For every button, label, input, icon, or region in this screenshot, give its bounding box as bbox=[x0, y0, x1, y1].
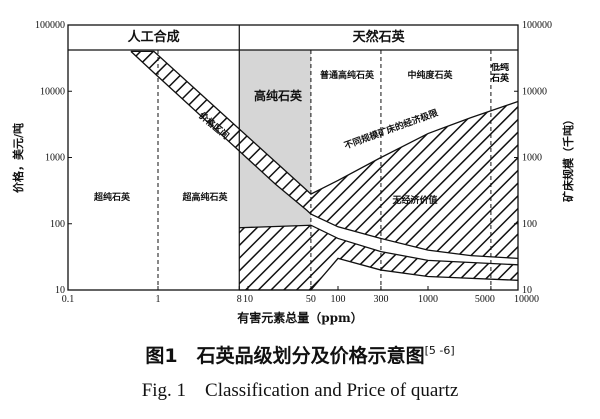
region-label-box: 低纯石英 bbox=[490, 63, 509, 84]
y-tick-label: 10 bbox=[55, 285, 65, 296]
header-label: 天然石英 bbox=[353, 29, 406, 45]
y-tick-label: 10000 bbox=[40, 86, 65, 97]
y-tick-label: 100000 bbox=[35, 20, 65, 31]
x-tick-label: 10000 bbox=[514, 294, 539, 305]
annotation: 无经济价值 bbox=[391, 194, 437, 206]
region-label: 低纯石英 bbox=[490, 63, 509, 84]
x-tick-label: 100 bbox=[331, 294, 346, 305]
caption-text: 图1 石英品级划分及价格示意图 bbox=[145, 344, 424, 367]
hatched-area bbox=[130, 51, 519, 259]
x-tick-label: 1000 bbox=[418, 294, 438, 305]
band-edge bbox=[130, 50, 519, 195]
caption: 图1 石英品级划分及价格示意图[5 -6] bbox=[145, 344, 454, 367]
region-label: 高纯石英 bbox=[254, 88, 303, 103]
region-label: 中纯度石英 bbox=[407, 69, 453, 81]
x-axis-label: 有害元素总量（ppm） bbox=[237, 310, 362, 325]
x-tick-label: 50 bbox=[306, 294, 316, 305]
y2-tick-label: 10 bbox=[522, 285, 532, 296]
y2-tick-label: 100 bbox=[522, 219, 537, 230]
region-label: 超纯石英 bbox=[93, 191, 131, 203]
hatched-area bbox=[239, 225, 519, 290]
x-tick-label: 1 bbox=[156, 294, 161, 305]
x-tick-label: 5000 bbox=[475, 294, 495, 305]
x-tick-label: 10 bbox=[243, 294, 253, 305]
caption-en: Fig. 1 Classification and Price of quart… bbox=[142, 380, 459, 401]
header-label: 人工合成 bbox=[128, 29, 180, 45]
y-axis-label: 价格，美元/吨 bbox=[11, 123, 25, 193]
band-edge bbox=[239, 224, 519, 266]
y2-axis-label: 矿床规模（千吨） bbox=[561, 114, 575, 202]
y2-tick-label: 10000 bbox=[522, 86, 547, 97]
region-label: 超高纯石英 bbox=[181, 191, 228, 203]
y-tick-label: 100 bbox=[50, 219, 65, 230]
x-tick-label: 0.1 bbox=[62, 294, 75, 305]
x-tick-label: 300 bbox=[373, 294, 388, 305]
y2-tick-label: 100000 bbox=[522, 20, 552, 31]
region-label: 普通高纯石英 bbox=[320, 69, 375, 81]
x-tick-label: 8 bbox=[237, 294, 242, 305]
caption-ref: [5 -6] bbox=[425, 344, 455, 357]
y2-tick-label: 1000 bbox=[522, 153, 542, 164]
y-tick-label: 1000 bbox=[45, 153, 65, 164]
